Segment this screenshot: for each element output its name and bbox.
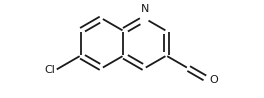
Text: Cl: Cl xyxy=(44,65,55,75)
Text: O: O xyxy=(209,75,218,85)
Text: N: N xyxy=(141,4,149,14)
